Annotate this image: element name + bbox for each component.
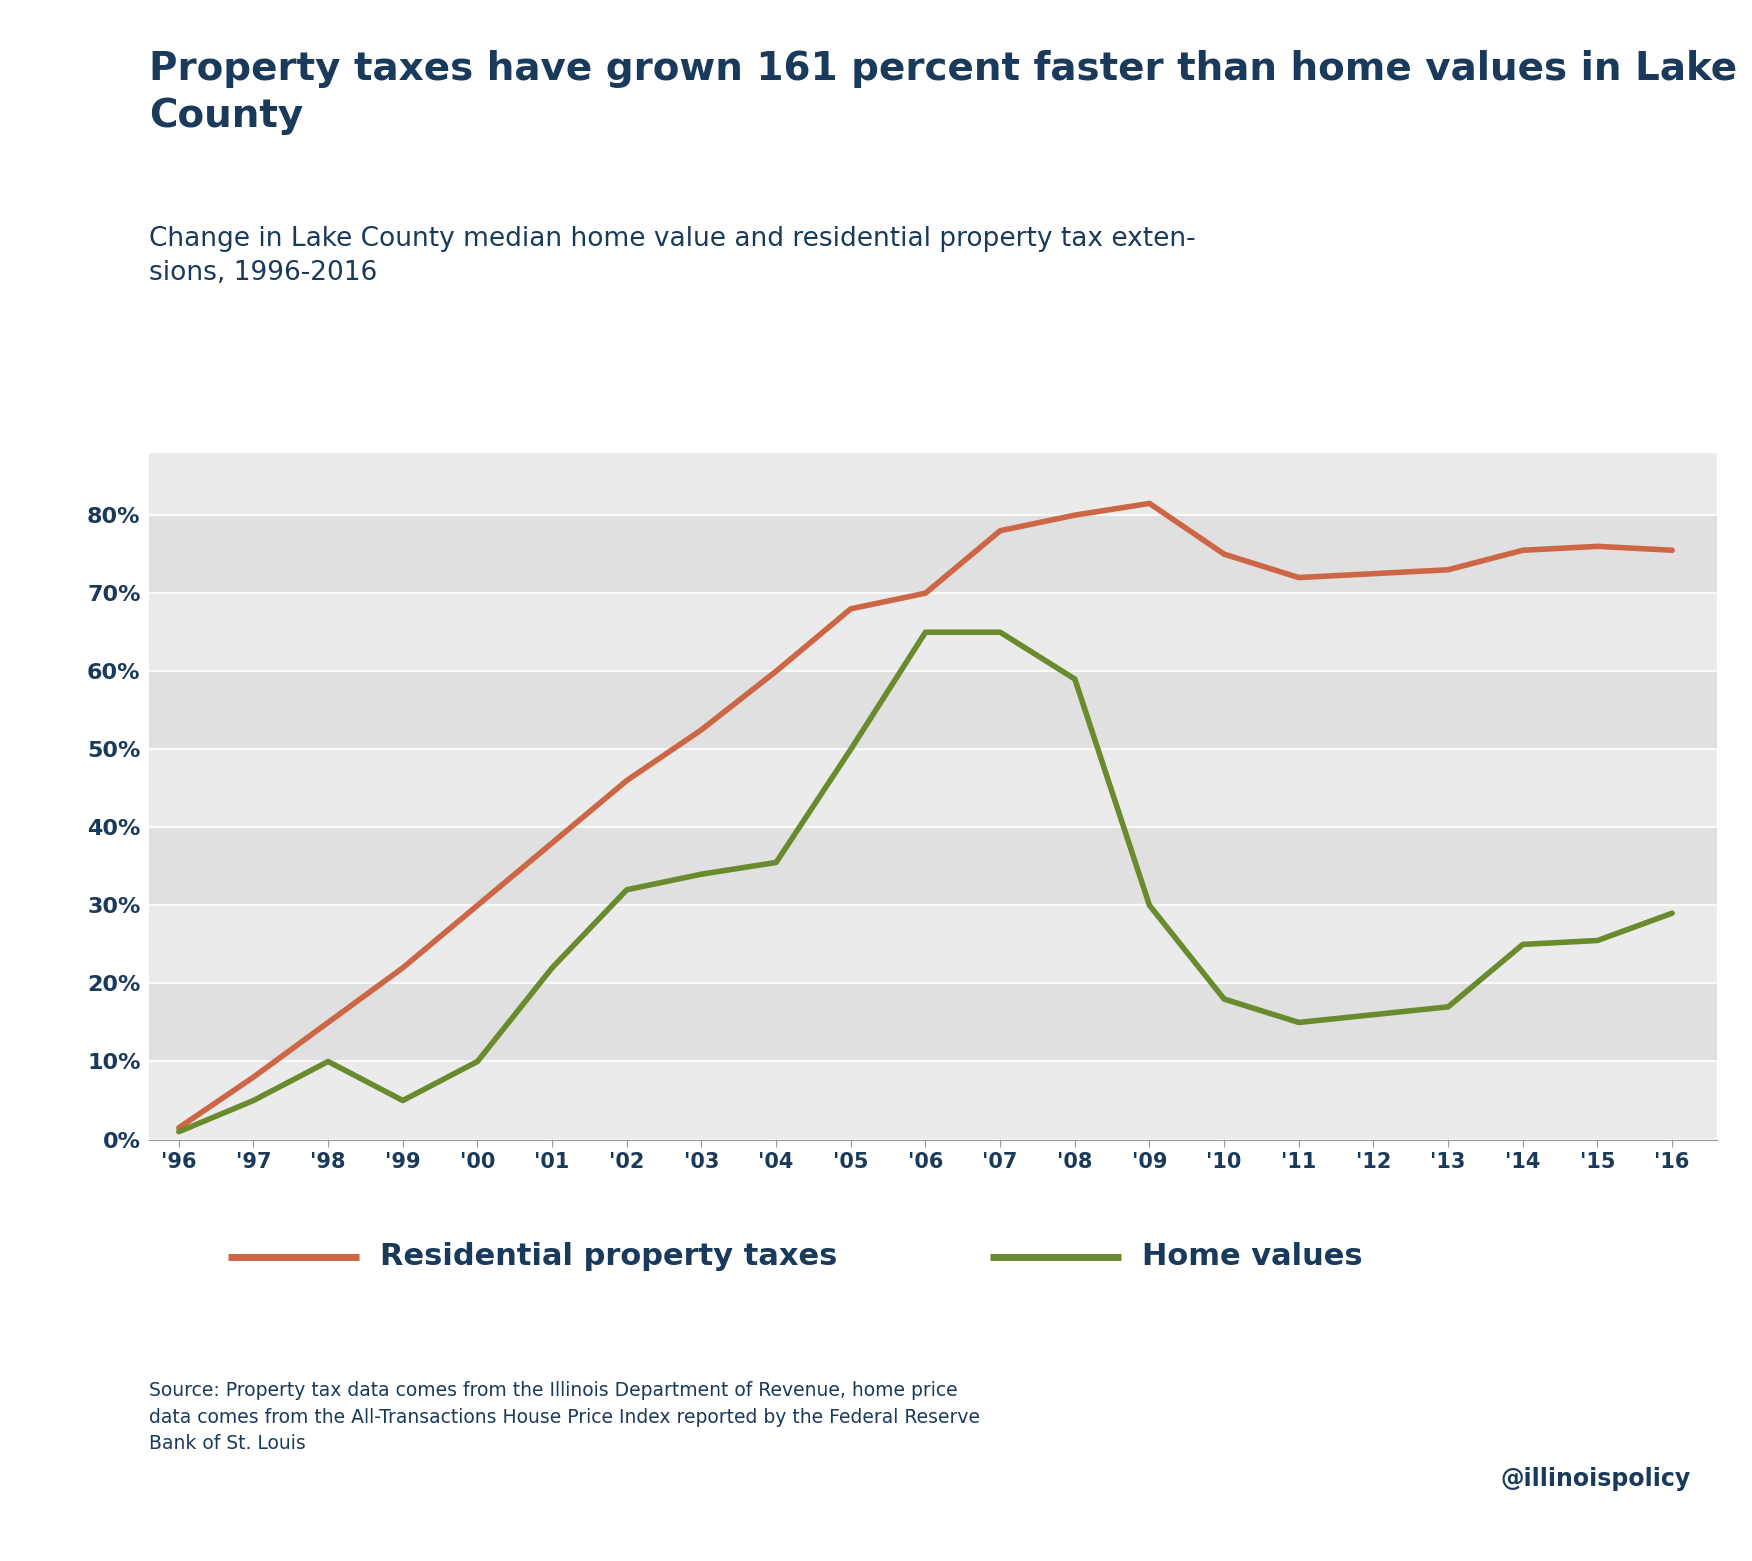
Bar xyxy=(149,827,1717,905)
Bar xyxy=(149,1061,1717,1140)
Bar xyxy=(149,905,1717,983)
Text: Property taxes have grown 161 percent faster than home values in Lake
County: Property taxes have grown 161 percent fa… xyxy=(149,50,1736,134)
Text: Residential property taxes: Residential property taxes xyxy=(380,1243,837,1271)
Bar xyxy=(149,749,1717,827)
Bar xyxy=(149,983,1717,1061)
Text: Home values: Home values xyxy=(1142,1243,1363,1271)
Text: Change in Lake County median home value and residential property tax exten-
sion: Change in Lake County median home value … xyxy=(149,226,1195,286)
Bar xyxy=(149,593,1717,671)
Bar xyxy=(149,671,1717,749)
Text: Source: Property tax data comes from the Illinois Department of Revenue, home pr: Source: Property tax data comes from the… xyxy=(149,1381,979,1453)
Text: @illinoispolicy: @illinoispolicy xyxy=(1500,1467,1691,1491)
Bar xyxy=(149,515,1717,593)
